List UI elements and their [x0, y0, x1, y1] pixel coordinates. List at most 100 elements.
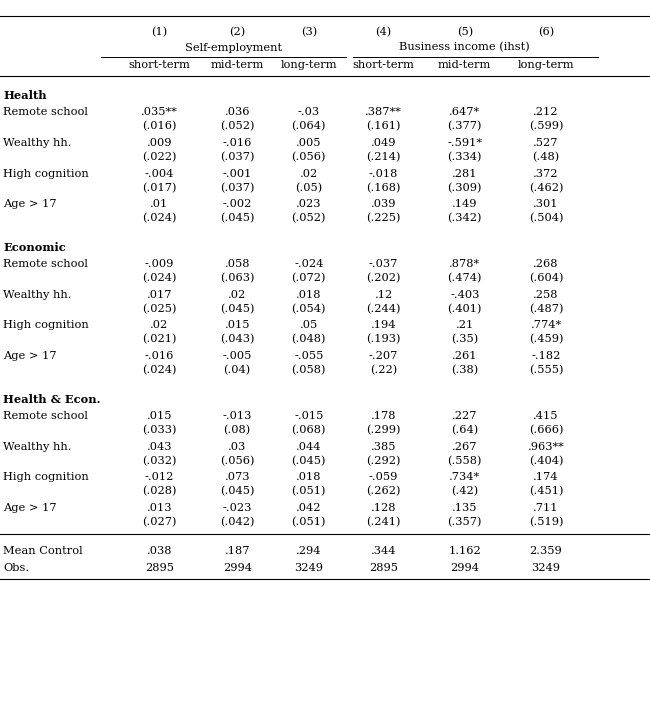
Text: (.462): (.462): [528, 182, 564, 193]
Text: Remote school: Remote school: [3, 107, 88, 117]
Text: long-term: long-term: [517, 60, 575, 70]
Text: -.059: -.059: [369, 473, 398, 483]
Text: .261: .261: [452, 351, 478, 361]
Text: (.244): (.244): [366, 304, 401, 314]
Text: -.012: -.012: [144, 473, 174, 483]
Text: .178: .178: [370, 411, 396, 421]
Text: .258: .258: [533, 289, 559, 300]
Text: .009: .009: [146, 138, 172, 148]
Text: .135: .135: [452, 503, 478, 513]
Text: .963**: .963**: [528, 441, 564, 451]
Text: (.38): (.38): [451, 365, 478, 375]
Text: .036: .036: [224, 107, 250, 117]
Text: (.04): (.04): [224, 365, 251, 375]
Text: (.404): (.404): [528, 456, 564, 466]
Text: 3249: 3249: [532, 563, 560, 573]
Text: 2895: 2895: [369, 563, 398, 573]
Text: .734*: .734*: [449, 473, 480, 483]
Text: -.001: -.001: [222, 169, 252, 179]
Text: (.054): (.054): [291, 304, 326, 314]
Text: .073: .073: [224, 473, 250, 483]
Text: .149: .149: [452, 199, 478, 209]
Text: (.024): (.024): [142, 213, 177, 223]
Text: 1.162: 1.162: [448, 546, 481, 556]
Text: -.013: -.013: [222, 411, 252, 421]
Text: .02: .02: [150, 321, 168, 331]
Text: -.005: -.005: [222, 351, 252, 361]
Text: -.002: -.002: [222, 199, 252, 209]
Text: long-term: long-term: [280, 60, 337, 70]
Text: mid-term: mid-term: [211, 60, 264, 70]
Text: 2994: 2994: [223, 563, 252, 573]
Text: (.064): (.064): [291, 121, 326, 132]
Text: -.591*: -.591*: [447, 138, 482, 148]
Text: .005: .005: [296, 138, 322, 148]
Text: -.207: -.207: [369, 351, 398, 361]
Text: (.599): (.599): [528, 121, 564, 132]
Text: (.161): (.161): [366, 121, 401, 132]
Text: (.342): (.342): [447, 213, 482, 223]
Text: .12: .12: [374, 289, 393, 300]
Text: -.018: -.018: [369, 169, 398, 179]
Text: .385: .385: [370, 441, 396, 451]
Text: (.024): (.024): [142, 273, 177, 284]
Text: (.487): (.487): [528, 304, 564, 314]
Text: (.033): (.033): [142, 425, 177, 435]
Text: -.016: -.016: [222, 138, 252, 148]
Text: (.021): (.021): [142, 334, 177, 345]
Text: (.043): (.043): [220, 334, 255, 345]
Text: (.214): (.214): [366, 152, 401, 162]
Text: (.052): (.052): [220, 121, 255, 132]
Text: -.182: -.182: [531, 351, 561, 361]
Text: (.024): (.024): [142, 365, 177, 375]
Text: (.068): (.068): [291, 425, 326, 435]
Text: (.35): (.35): [451, 334, 478, 345]
Text: (.063): (.063): [220, 273, 255, 284]
Text: .017: .017: [146, 289, 172, 300]
Text: -.03: -.03: [298, 107, 320, 117]
Text: (.056): (.056): [220, 456, 255, 466]
Text: -.023: -.023: [222, 503, 252, 513]
Text: .194: .194: [370, 321, 396, 331]
Text: .058: .058: [224, 259, 250, 269]
Text: (.193): (.193): [366, 334, 401, 345]
Text: (.048): (.048): [291, 334, 326, 345]
Text: -.403: -.403: [450, 289, 480, 300]
Text: (.072): (.072): [291, 273, 326, 284]
Text: .015: .015: [146, 411, 172, 421]
Text: (.334): (.334): [447, 152, 482, 162]
Text: .013: .013: [146, 503, 172, 513]
Text: .02: .02: [228, 289, 246, 300]
Text: .711: .711: [533, 503, 559, 513]
Text: (.037): (.037): [220, 182, 255, 193]
Text: -.004: -.004: [144, 169, 174, 179]
Text: (.045): (.045): [220, 304, 255, 314]
Text: (.292): (.292): [366, 456, 401, 466]
Text: (.519): (.519): [528, 517, 564, 527]
Text: .018: .018: [296, 473, 322, 483]
Text: Mean Control: Mean Control: [3, 546, 83, 556]
Text: (.028): (.028): [142, 486, 177, 497]
Text: .21: .21: [456, 321, 474, 331]
Text: .039: .039: [370, 199, 396, 209]
Text: (.045): (.045): [220, 486, 255, 497]
Text: (.459): (.459): [528, 334, 564, 345]
Text: short-term: short-term: [128, 60, 190, 70]
Text: .02: .02: [300, 169, 318, 179]
Text: (.168): (.168): [366, 182, 401, 193]
Text: Age > 17: Age > 17: [3, 503, 57, 513]
Text: (.202): (.202): [366, 273, 401, 284]
Text: (.504): (.504): [528, 213, 564, 223]
Text: Obs.: Obs.: [3, 563, 29, 573]
Text: Wealthy hh.: Wealthy hh.: [3, 289, 72, 300]
Text: Wealthy hh.: Wealthy hh.: [3, 138, 72, 148]
Text: (.017): (.017): [142, 182, 177, 193]
Text: (.025): (.025): [142, 304, 177, 314]
Text: Remote school: Remote school: [3, 411, 88, 421]
Text: (.016): (.016): [142, 121, 177, 132]
Text: .387**: .387**: [365, 107, 402, 117]
Text: .268: .268: [533, 259, 559, 269]
Text: .01: .01: [150, 199, 168, 209]
Text: .294: .294: [296, 546, 322, 556]
Text: .647*: .647*: [449, 107, 480, 117]
